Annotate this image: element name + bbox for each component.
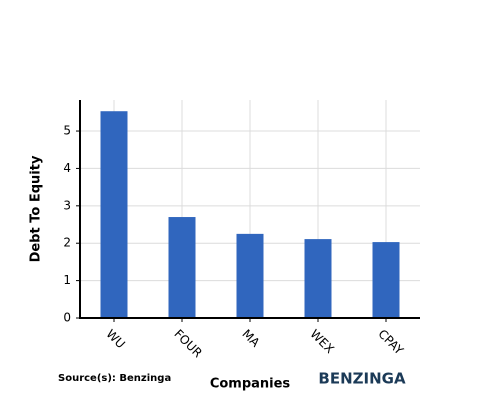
bar: [236, 233, 264, 318]
x-tick-label: WEX: [307, 327, 336, 356]
logo: BENZINGA: [318, 370, 406, 388]
y-tick-label: 5: [63, 124, 71, 138]
x-tick-label: FOUR: [171, 327, 205, 361]
x-tick-label: CPAY: [375, 327, 406, 358]
bar: [168, 217, 196, 318]
y-tick-label: 2: [63, 236, 71, 250]
y-axis-title: Debt To Equity: [29, 155, 44, 262]
y-tick-label: 3: [63, 198, 71, 212]
y-tick-label: 0: [63, 311, 71, 325]
x-tick-label: WU: [103, 327, 128, 352]
source: Source(s): Benzinga: [58, 373, 171, 384]
y-tick-label: 4: [63, 161, 71, 175]
bar: [372, 242, 400, 318]
bar: [304, 239, 332, 318]
bar: [100, 111, 128, 319]
x-tick-label: MA: [239, 327, 263, 351]
x-axis-title: Companies: [210, 377, 291, 392]
y-tick-label: 1: [63, 273, 71, 287]
